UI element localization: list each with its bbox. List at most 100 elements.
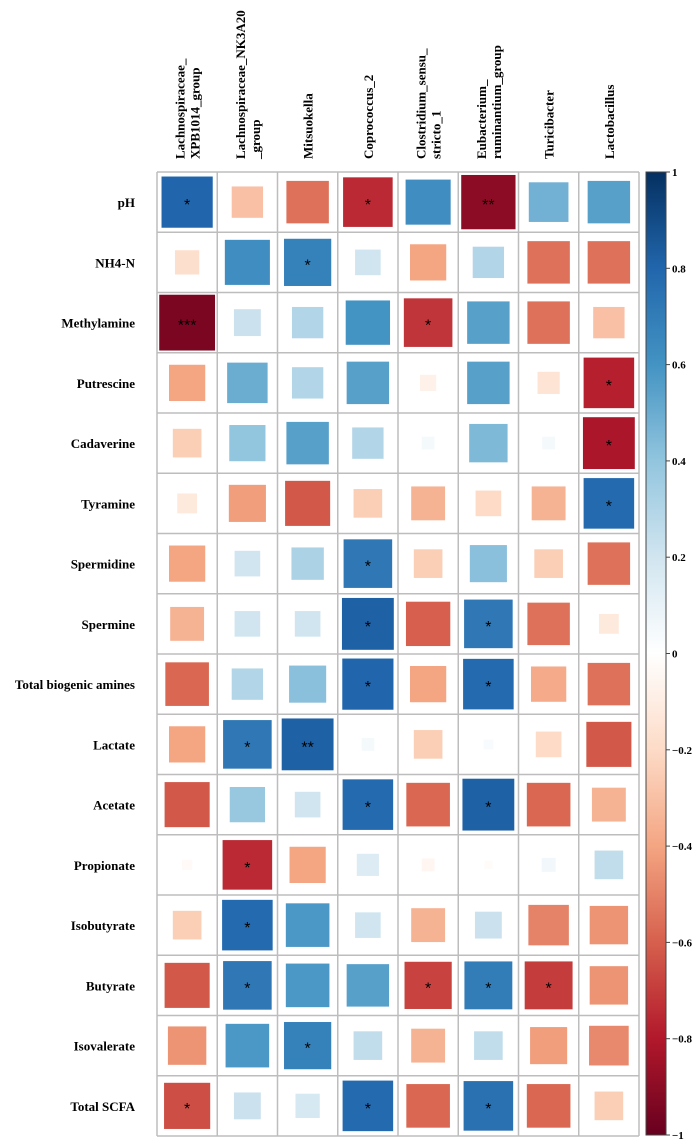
heatmap-cell [474,911,502,939]
heatmap-cell [587,180,631,224]
heatmap-cell [464,961,513,1010]
heatmap-cell [421,436,435,450]
column-label: ruminantium_group [489,45,504,159]
significance-marker: * [365,197,371,214]
heatmap-cell [463,1081,514,1131]
heatmap-cell [289,665,327,703]
heatmap-cell [583,357,635,409]
heatmap-cell [174,250,200,275]
heatmap-cell [233,309,261,337]
heatmap-cell [229,786,266,823]
heatmap-cell [411,908,446,943]
heatmap-cell [164,1082,211,1129]
heatmap-cell [469,423,508,463]
heatmap-cell [224,239,270,285]
heatmap-cell [228,484,266,522]
row-label: Total SCFA [70,1099,135,1114]
heatmap-cell [231,668,264,700]
heatmap-cell [410,244,447,281]
heatmap-cell [483,739,494,750]
heatmap-cell [587,241,631,284]
heatmap-cell [343,177,393,227]
heatmap-cell [159,294,216,351]
heatmap-cell [177,493,198,514]
heatmap-cell [527,301,570,344]
significance-marker: ** [482,197,494,214]
heatmap-cell [353,1031,383,1060]
heatmap-cell [410,666,447,703]
heatmap-cell [284,1022,332,1070]
column-label: Lachnospiraceae_ [173,58,188,159]
heatmap-cell [406,1084,450,1128]
heatmap-cell [527,241,570,284]
heatmap-cells [159,174,635,1132]
heatmap-cell [345,300,391,345]
heatmap-cell [405,601,451,647]
row-label: Cadaverine [71,436,136,451]
heatmap-cell [341,597,394,650]
colorbar-tick-label: −0.8 [672,1034,693,1046]
colorbar-tick-label: −0.6 [672,937,693,949]
row-label: Spermine [82,617,136,632]
significance-marker: * [365,1101,371,1118]
heatmap-cell [222,899,273,951]
column-label: Clostridium_sensu_ [414,48,429,159]
heatmap-cell [356,853,379,876]
heatmap-cell [594,850,624,880]
heatmap-cell [475,490,502,517]
heatmap-cell [170,606,205,641]
heatmap-cell [295,1093,320,1119]
heatmap-cell [182,859,193,870]
significance-marker: * [365,800,371,817]
column-label: XPB1014_group [188,68,203,160]
significance-marker: * [425,318,431,335]
colorbar-tick-label: −0.4 [672,841,693,853]
heatmap-cell [169,545,206,582]
significance-marker: * [485,980,491,997]
heatmap-cell [294,791,321,818]
row-label: Total biogenic amines [15,677,135,692]
significance-marker: * [244,739,250,756]
heatmap-cell [355,912,381,938]
significance-marker: * [305,1041,311,1058]
heatmap-cell [291,547,324,580]
heatmap-cell [420,374,437,391]
colorbar-ticks: 1 0.8 0.6 0.4 0.2 0 −0.2 −0.4 −0.6 −0.8 −1 [666,167,693,1142]
row-label: Butyrate [86,978,135,993]
colorbar-tick-label: 0.2 [672,552,686,564]
significance-marker: * [485,679,491,696]
heatmap-cell [346,361,390,405]
heatmap-cell [593,306,625,339]
heatmap-cell [281,718,334,771]
heatmap-cell [167,1026,207,1065]
heatmap-cell [229,425,266,462]
column-label: Turicibacter [542,90,557,159]
heatmap-cell [352,427,384,459]
heatmap-cell [406,782,450,827]
heatmap-cell [467,361,510,405]
colorbar: 1 0.8 0.6 0.4 0.2 0 −0.2 −0.4 −0.6 −0.8 −1 [645,167,693,1142]
heatmap-cell [225,1023,270,1068]
significance-marker: * [244,860,250,877]
column-label: Eubacterium_ [474,79,489,159]
heatmap-cell [169,726,206,763]
significance-marker: * [606,378,612,395]
significance-marker: * [305,257,311,274]
heatmap-cell [169,364,206,401]
heatmap-cell [223,961,272,1010]
heatmap-cell [172,428,202,458]
column-label: Lactobacillus [602,85,617,159]
row-label: Propionate [74,858,135,873]
row-label: Lactate [93,737,135,752]
heatmap-cell [527,602,570,646]
significance-marker: * [485,1101,491,1118]
colorbar-tick-label: 0.4 [672,456,686,468]
heatmap-cell [346,964,390,1007]
colorbar-tick-label: −1 [672,1130,684,1142]
heatmap-cell [472,246,505,279]
significance-marker: * [425,980,431,997]
significance-marker: * [184,197,190,214]
heatmap-cell [291,306,324,339]
heatmap-cell [524,961,573,1010]
heatmap-cell [467,301,510,344]
